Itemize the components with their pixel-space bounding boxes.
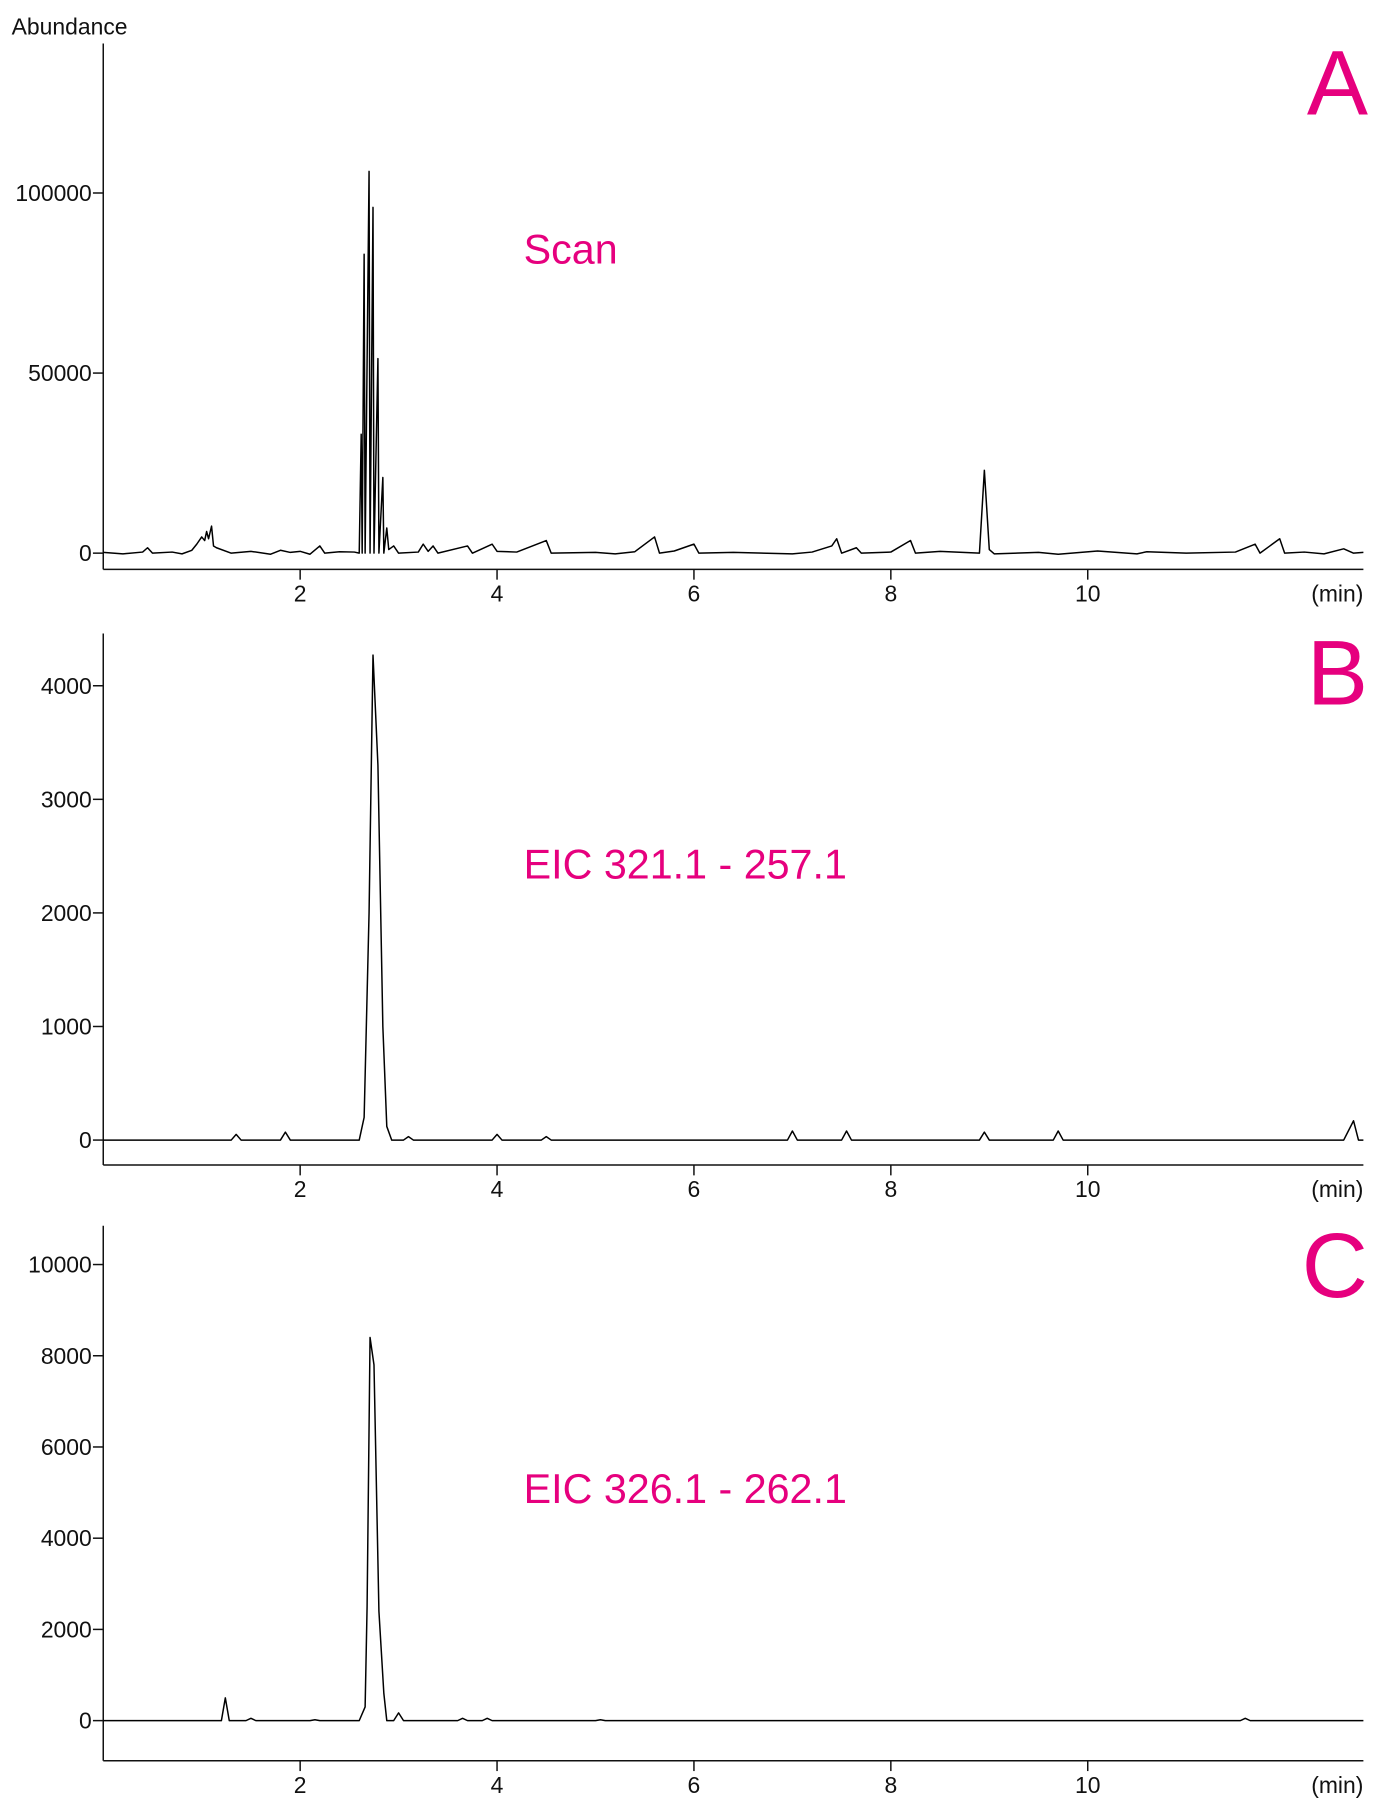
x-tick-label: 4 [491,580,504,606]
y-tick-label: 0 [79,540,92,566]
x-tick-label: 4 [491,1176,504,1202]
x-tick-label: 10 [1075,1176,1100,1202]
x-axis-label: (min) [1311,580,1363,606]
panel-label: C [1302,1215,1368,1317]
y-tick-label: 0 [79,1708,92,1734]
y-tick-label: 4000 [41,673,92,699]
x-tick-label: 8 [884,1176,897,1202]
y-tick-label: 2000 [41,900,92,926]
panel-label: A [1307,33,1368,135]
y-tick-label: 2000 [41,1616,92,1642]
annotation: Scan [524,226,618,272]
y-tick-label: 6000 [41,1434,92,1460]
x-tick-label: 4 [491,1772,504,1798]
x-tick-label: 10 [1075,1772,1100,1798]
annotation: EIC 321.1 - 257.1 [524,842,847,888]
trace [103,170,1364,555]
y-tick-label: 1000 [41,1014,92,1040]
x-tick-label: 6 [688,1176,701,1202]
y-tick-label: 4000 [41,1525,92,1551]
trace [103,654,1364,1141]
x-tick-label: 2 [294,580,307,606]
x-tick-label: 8 [884,580,897,606]
x-tick-label: 2 [294,1772,307,1798]
y-tick-label: 100000 [15,180,91,206]
x-axis-label: (min) [1311,1772,1363,1798]
x-tick-label: 6 [688,1772,701,1798]
x-axis-label: (min) [1311,1176,1363,1202]
y-tick-label: 0 [79,1127,92,1153]
x-tick-label: 10 [1075,580,1100,606]
y-axis-label: Abundance [12,13,128,39]
annotation: EIC 326.1 - 262.1 [524,1466,847,1512]
x-tick-label: 2 [294,1176,307,1202]
y-tick-label: 50000 [28,360,92,386]
x-tick-label: 8 [884,1772,897,1798]
y-tick-label: 8000 [41,1343,92,1369]
trace [103,1336,1364,1722]
panel-label: B [1307,623,1368,725]
x-tick-label: 6 [688,580,701,606]
y-tick-label: 10000 [28,1252,92,1278]
y-tick-label: 3000 [41,786,92,812]
